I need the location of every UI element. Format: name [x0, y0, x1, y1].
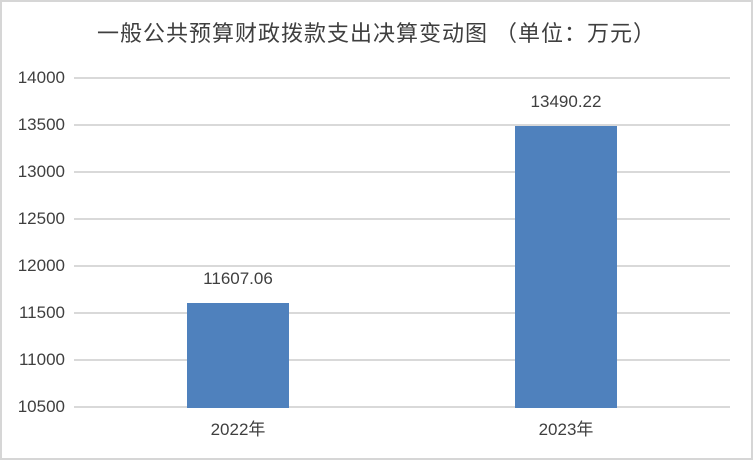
gridline — [74, 171, 730, 173]
y-tick-label: 11500 — [18, 303, 65, 322]
gridline — [74, 406, 730, 408]
bar — [515, 125, 617, 408]
x-axis-label: 2022年 — [210, 420, 266, 439]
y-tick-label: 14000 — [17, 68, 65, 87]
gridline — [74, 77, 730, 79]
y-tick-label: 13500 — [17, 115, 65, 134]
gridline — [74, 218, 730, 220]
bar-value-label: 11607.06 — [203, 268, 273, 288]
x-axis-label: 2023年 — [538, 420, 594, 439]
bar-value-label: 13490.22 — [530, 91, 602, 111]
y-tick-label: 10500 — [17, 397, 65, 416]
y-tick-label: 12500 — [17, 209, 65, 228]
bar — [187, 302, 289, 408]
gridline — [74, 124, 730, 126]
y-tick-label: 12000 — [17, 256, 65, 275]
gridline — [74, 312, 730, 314]
gridline — [74, 359, 730, 361]
gridline — [74, 265, 730, 267]
chart-title: 一般公共预算财政拨款支出决算变动图 （单位：万元） — [96, 21, 657, 46]
y-tick-label: 11000 — [18, 350, 65, 369]
y-tick-label: 13000 — [17, 162, 65, 181]
